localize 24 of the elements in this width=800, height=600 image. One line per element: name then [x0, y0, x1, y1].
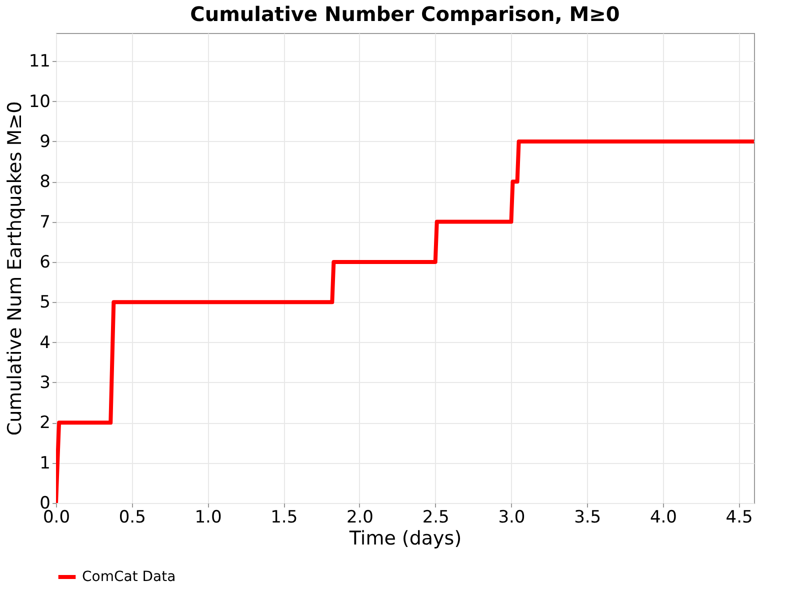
y-tick-label: 5 [40, 292, 50, 313]
y-tick-label: 4 [40, 332, 50, 353]
x-axis-title: Time (days) [348, 528, 462, 550]
y-tick-label: 10 [28, 92, 50, 112]
x-tick-label: 2.5 [422, 508, 450, 528]
chart-title: Cumulative Number Comparison, M≥0 [190, 2, 620, 26]
y-tick-label: 6 [40, 252, 50, 272]
x-tick-label: 1.0 [194, 508, 222, 528]
x-tick-label: 4.0 [650, 508, 677, 528]
legend-label: ComCat Data [82, 569, 176, 585]
x-tick-label: 3.5 [574, 508, 602, 528]
x-tick-label: 3.0 [498, 508, 526, 528]
y-tick-label: 2 [40, 413, 50, 434]
y-tick-label: 9 [40, 132, 50, 152]
x-tick-label: 4.5 [726, 508, 753, 528]
x-tick-label: 2.0 [346, 508, 374, 528]
y-tick-label: 11 [28, 52, 50, 72]
y-tick-label: 3 [40, 372, 50, 393]
x-tick-label: 0.5 [118, 508, 146, 528]
y-tick-label: 8 [40, 172, 50, 192]
y-tick-label: 1 [40, 453, 50, 474]
x-tick-label: 1.5 [270, 508, 298, 528]
y-axis-title: Cumulative Num Earthquakes M≥0 [4, 101, 26, 436]
y-tick-label: 7 [40, 212, 50, 232]
